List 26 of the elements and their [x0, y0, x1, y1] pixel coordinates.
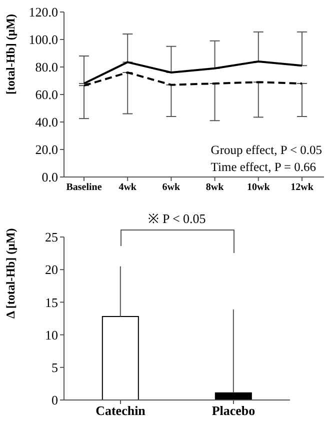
y-tick-label: 120.0: [28, 4, 58, 20]
y-axis-title: Δ [total-Hb] (μM): [3, 228, 18, 318]
y-tick-label: 5: [52, 360, 58, 376]
x-tick-label: Placebo: [212, 403, 256, 418]
x-tick-label: 12wk: [290, 182, 314, 194]
x-tick-label: Baseline: [66, 182, 102, 194]
y-tick-label: 15: [45, 294, 58, 310]
annotation: Group effect, P < 0.05: [210, 142, 322, 159]
y-tick-label: 10: [45, 327, 58, 342]
annotation: Time effect, P = 0.66: [210, 159, 317, 176]
y-tick-label: 20: [45, 262, 58, 278]
y-axis-title: [total-Hb] (μM): [3, 14, 18, 94]
y-tick-label: 40.0: [35, 114, 58, 130]
y-tick-label: 60.0: [35, 87, 58, 102]
x-tick-label: 6wk: [162, 182, 181, 194]
x-tick-label: 10wk: [247, 182, 270, 194]
x-tick-label: 4wk: [118, 182, 137, 194]
text: ※ P < 0.05: [147, 210, 207, 227]
y-tick-label: 100.0: [28, 32, 58, 48]
y-tick-label: 80.0: [35, 60, 58, 75]
y-tick-label: 25: [45, 230, 58, 245]
y-tick-label: 0.0: [42, 170, 58, 185]
y-tick-label: 20.0: [35, 142, 58, 158]
x-tick-label: 8wk: [206, 182, 224, 194]
x-tick-label: Catechin: [96, 403, 146, 418]
y-tick-label: 0: [52, 392, 58, 408]
